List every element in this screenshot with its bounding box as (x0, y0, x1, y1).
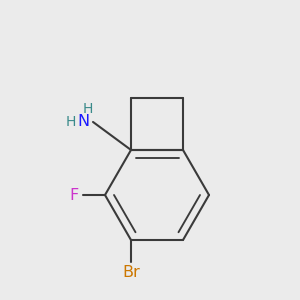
Text: N: N (77, 115, 89, 130)
Text: H: H (83, 102, 93, 116)
Text: H: H (66, 115, 76, 129)
Text: F: F (69, 188, 79, 202)
Text: Br: Br (122, 265, 140, 280)
